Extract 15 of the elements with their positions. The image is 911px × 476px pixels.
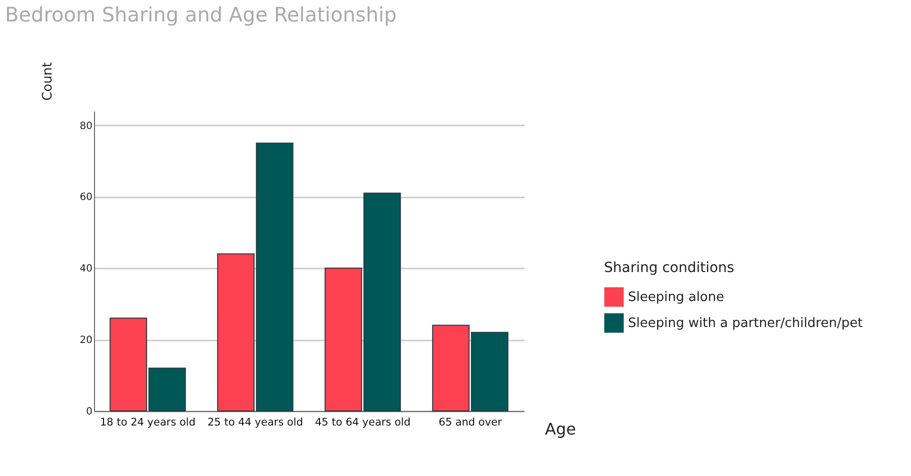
y-axis-title: Count (40, 62, 56, 101)
x-axis-title: Age (545, 420, 576, 438)
chart-title: Bedroom Sharing and Age Relationship (5, 2, 397, 27)
x-tick-label: 18 to 24 years old (100, 416, 196, 428)
x-tick-label: 65 and over (438, 416, 503, 428)
y-tick-label: 60 (80, 192, 92, 204)
legend-title: Sharing conditions (604, 260, 734, 276)
x-tick-label: 25 to 44 years old (207, 416, 304, 428)
x-tick-label: 45 to 64 years old (314, 416, 411, 428)
y-tick-label: 20 (80, 335, 92, 346)
legend-label: Sleeping alone (628, 290, 724, 305)
y-tick-label: 40 (80, 264, 92, 275)
legend-label: Sleeping with a partner/children/pet (628, 316, 863, 331)
y-tick-label: 80 (80, 120, 92, 132)
y-tick-label: 0 (86, 406, 92, 418)
